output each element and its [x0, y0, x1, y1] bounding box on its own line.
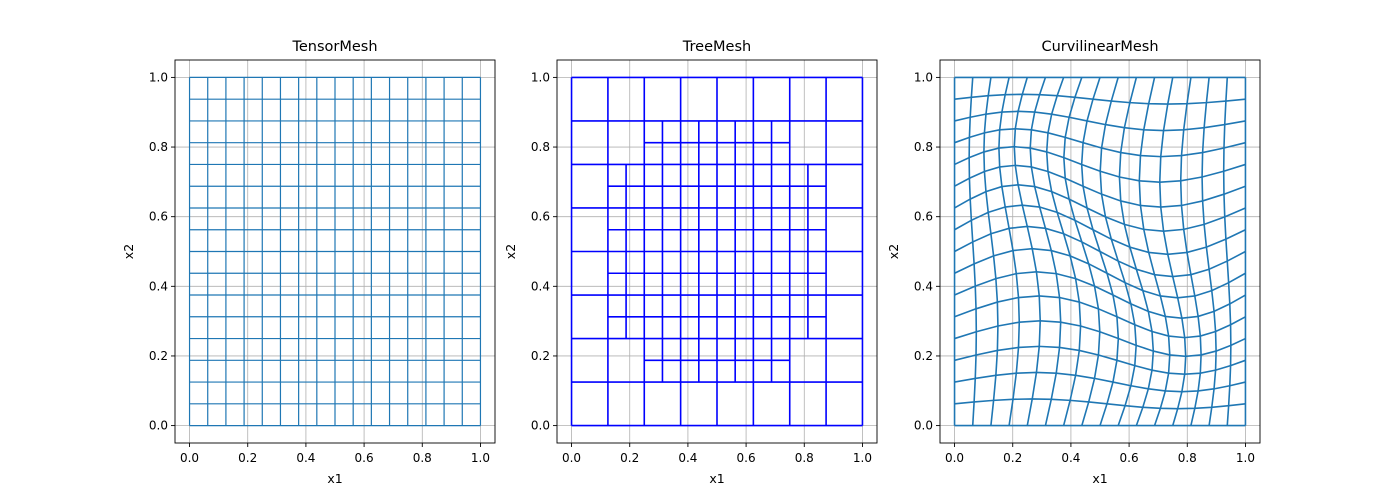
mesh-line	[954, 164, 1246, 208]
panel-tensormesh: 0.0 0.2 0.4 0.6 0.8 1.0 0.0 0.2 0.4 0.6 0.8 1.0 Tens…	[121, 39, 496, 486]
mesh-line	[1179, 77, 1202, 426]
mesh-line	[1158, 77, 1187, 426]
mesh-line	[954, 184, 1246, 232]
mesh-line	[954, 345, 1246, 376]
mesh	[188, 76, 482, 427]
y-axis-label: x2	[121, 244, 136, 259]
y-tick-label: 0.6	[531, 210, 550, 224]
mesh-line	[954, 371, 1246, 393]
panel-treemesh: 0.0 0.2 0.4 0.6 0.8 1.0 0.0 0.2 0.4 0.6 0.8 1.0 Tree…	[503, 39, 878, 486]
x-tick-label: 0.4	[1061, 451, 1080, 465]
panel-curvilinearmesh: 0.0 0.2 0.4 0.6 0.8 1.0 0.0 0.2 0.4 0.6 0.8 1.0 Curv…	[886, 39, 1261, 486]
mesh-line	[1222, 77, 1232, 426]
mesh-line	[1099, 77, 1137, 426]
y-tick-label: 0.8	[531, 140, 550, 154]
y-tick-label: 1.0	[914, 70, 933, 84]
mesh-line	[954, 145, 1246, 183]
mesh-line	[968, 77, 978, 426]
mesh-line	[954, 93, 1246, 105]
x-tick-label: 0.4	[296, 451, 315, 465]
x-axis-label: x1	[709, 471, 724, 486]
axes-frame	[556, 59, 878, 444]
mesh-line	[1118, 77, 1155, 426]
x-tick-label: 1.0	[471, 451, 490, 465]
x-tick-label: 0.6	[737, 451, 756, 465]
y-axis-label: x2	[886, 244, 901, 259]
y-tick-label: 0.2	[149, 349, 168, 363]
axes-frame	[174, 59, 496, 444]
mesh	[953, 76, 1247, 427]
x-tick-label: 0.4	[678, 451, 697, 465]
x-tick-label: 0.0	[562, 451, 581, 465]
chart-title: CurvilinearMesh	[1041, 39, 1158, 55]
y-tick-label: 0.8	[914, 140, 933, 154]
y-tick-label: 1.0	[531, 70, 550, 84]
mesh	[570, 76, 864, 427]
x-tick-label: 0.0	[180, 451, 199, 465]
mesh-line	[954, 110, 1246, 132]
x-tick-label: 1.0	[853, 451, 872, 465]
y-tick-label: 0.4	[149, 279, 168, 293]
x-axis-label: x1	[1092, 471, 1107, 486]
mesh-line	[954, 204, 1246, 256]
x-tick-label: 0.6	[355, 451, 374, 465]
x-tick-label: 0.0	[945, 451, 964, 465]
x-tick-label: 0.6	[1120, 451, 1139, 465]
mesh-line	[1201, 77, 1217, 426]
x-tick-label: 0.2	[1003, 451, 1022, 465]
mesh-line	[954, 225, 1246, 278]
x-tick-label: 1.0	[1236, 451, 1255, 465]
chart-title: TensorMesh	[291, 39, 377, 55]
x-axis-label: x1	[327, 471, 342, 486]
y-tick-label: 0.0	[531, 419, 550, 433]
x-tick-label: 0.2	[620, 451, 639, 465]
y-tick-label: 1.0	[149, 70, 168, 84]
x-tick-label: 0.8	[413, 451, 432, 465]
y-tick-label: 0.4	[531, 279, 550, 293]
mesh-line	[983, 77, 999, 426]
y-tick-label: 0.2	[914, 349, 933, 363]
y-tick-label: 0.2	[531, 349, 550, 363]
mesh-line	[954, 247, 1246, 299]
y-tick-label: 0.4	[914, 279, 933, 293]
x-tick-label: 0.8	[795, 451, 814, 465]
mesh-line	[1138, 77, 1171, 426]
y-tick-label: 0.0	[149, 419, 168, 433]
mesh-line	[954, 127, 1246, 158]
y-tick-label: 0.0	[914, 419, 933, 433]
y-tick-label: 0.6	[149, 210, 168, 224]
x-tick-label: 0.2	[238, 451, 257, 465]
x-tick-label: 0.8	[1178, 451, 1197, 465]
chart-title: TreeMesh	[682, 39, 751, 55]
mesh-line	[954, 398, 1246, 410]
y-tick-label: 0.6	[914, 210, 933, 224]
axes-frame	[939, 59, 1261, 444]
y-axis-label: x2	[503, 244, 518, 259]
y-tick-label: 0.8	[149, 140, 168, 154]
